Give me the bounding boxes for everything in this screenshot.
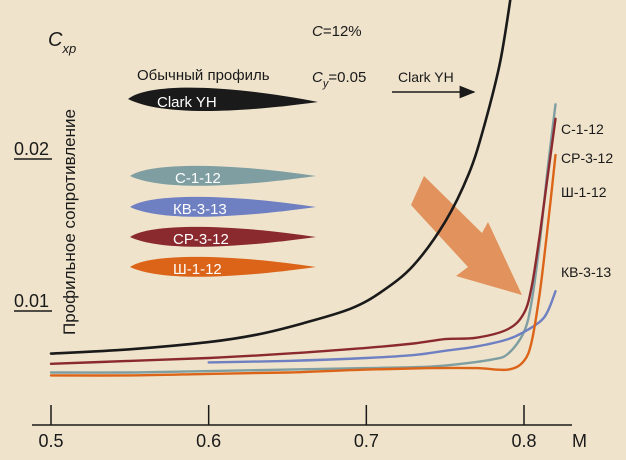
airfoil-clark-yh bbox=[128, 87, 318, 112]
airfoil-label-sh-1-12: Ш-1-12 bbox=[173, 261, 222, 278]
airfoil-label-c-1-12: С-1-12 bbox=[175, 170, 221, 187]
series-label-c-1-12: С-1-12 bbox=[561, 121, 604, 137]
airfoil-sh-1-12 bbox=[130, 256, 316, 277]
ordinary-profile-label: Обычный профиль bbox=[137, 67, 270, 84]
series-label-sh-1-12: Ш-1-12 bbox=[561, 184, 607, 200]
airfoil-kv-3-13 bbox=[130, 196, 316, 217]
series-line-кв-3-13 bbox=[207, 290, 557, 364]
thickness-annotation: С=12% bbox=[312, 23, 362, 40]
x-tick-label-0.8: 0.8 bbox=[511, 431, 536, 451]
airfoil-label-sr-3-12: СР-3-12 bbox=[173, 231, 229, 248]
y-axis-symbol: Cxp bbox=[48, 29, 76, 56]
x-tick-label-0.7: 0.7 bbox=[354, 431, 379, 451]
cy-annotation: Сy=0.05 bbox=[312, 69, 366, 90]
y-tick-label-0.02: 0.02 bbox=[14, 139, 49, 159]
airfoil-sr-3-12 bbox=[130, 226, 316, 247]
airfoil-label-kv-3-13: КВ-3-13 bbox=[173, 201, 227, 218]
highlight-arrow bbox=[411, 176, 522, 295]
y-axis-label: Профильное сопротивление bbox=[60, 109, 79, 335]
series-line-ср-3-12 bbox=[49, 117, 557, 365]
x-axis-label: M bbox=[572, 431, 587, 451]
x-tick-label-0.5: 0.5 bbox=[38, 431, 63, 451]
x-ticks: 0.5 0.6 0.7 0.8 bbox=[38, 405, 537, 451]
x-tick-label-0.6: 0.6 bbox=[196, 431, 221, 451]
series-line-clark-yh bbox=[49, 0, 512, 355]
y-tick-label-0.01: 0.01 bbox=[14, 291, 49, 311]
series-label-sr-3-12: СР-3-12 bbox=[561, 150, 613, 166]
series-line-ш-1-12 bbox=[49, 153, 557, 377]
series-label-kv-3-13: КВ-3-13 bbox=[561, 264, 611, 280]
clark-arrow-label: Clark YH bbox=[398, 69, 454, 85]
airfoil-c-1-12 bbox=[130, 165, 316, 186]
series-group bbox=[49, 0, 557, 377]
airfoil-label-clark-yh: Clark YH bbox=[157, 94, 217, 111]
